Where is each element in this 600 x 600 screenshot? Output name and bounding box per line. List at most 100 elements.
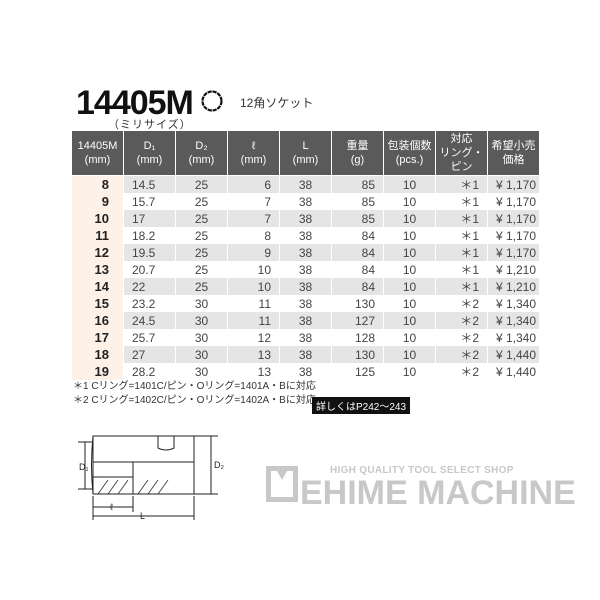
column-header: 重量 (g) [332, 131, 383, 176]
size-cell: 10 [72, 210, 123, 227]
table-header-row: 14405M (mm) D₁ (mm) D₂ (mm) ℓ (mm) L (mm) 重量 (g) 包装個… [72, 131, 539, 176]
table-cell: 8 [264, 228, 271, 243]
table-row: 11 18.2 25 8 38 84 10 ＊1 ¥ 1,170 [72, 227, 539, 244]
table-cell: 12 [257, 330, 271, 345]
table-cell: 10 [257, 262, 271, 277]
table-cell: 25.7 [132, 330, 156, 345]
table-row: 18 27 30 13 38 130 10 ＊2 ¥ 1,440 [72, 346, 539, 363]
column-header-line: (mm) [292, 154, 319, 166]
table-cell: ＊2 [436, 312, 487, 329]
column-header: 対応 リング・ピン [436, 131, 487, 176]
table-cell: 11 [258, 296, 271, 311]
table-cell: 30 [176, 346, 227, 363]
table-cell: ＊1 [436, 210, 487, 227]
column-header-line: (mm) [136, 154, 163, 166]
table-cell: 10 [402, 228, 417, 243]
table-cell: 11 [228, 312, 279, 329]
table-cell: 30 [176, 312, 227, 329]
table-cell: 38 [298, 262, 313, 277]
table-cell: 10 [228, 278, 279, 295]
ehime-machine-logo-icon [266, 466, 298, 502]
table-cell: ＊1 [436, 278, 487, 295]
column-header-line: 対応 [450, 133, 473, 145]
table-cell: ¥ 1,440 [495, 364, 536, 379]
spec-table: 14405M (mm) D₁ (mm) D₂ (mm) ℓ (mm) L (mm) 重量 (g) 包装個… [71, 131, 540, 380]
column-header-line: (mm) [188, 154, 215, 166]
product-subtitle: （ミリサイズ） [108, 119, 192, 131]
table-cell: 25 [176, 244, 227, 261]
table-cell: 30 [194, 364, 209, 379]
table-cell: 38 [280, 346, 331, 363]
socket-diagram: D₁ D₂ ℓ L [78, 435, 224, 520]
table-cell: 22 [124, 278, 175, 295]
table-cell: 128 [354, 330, 375, 345]
table-cell: 28.2 [132, 364, 156, 379]
reference-badge: 詳しくはP242～243 [312, 397, 411, 414]
table-cell: 10 [402, 262, 417, 277]
size-cell: 18 [72, 346, 123, 363]
size-cell: 17 [72, 329, 123, 346]
table-cell: ＊1 [460, 195, 479, 209]
table-cell: ¥ 1,170 [495, 228, 536, 243]
column-header-line: 14405M [77, 140, 118, 152]
table-cell: ＊2 [460, 331, 479, 345]
table-cell: ¥ 1,170 [495, 194, 536, 209]
table-cell: ＊1 [460, 229, 479, 243]
size-cell: 15 [72, 295, 123, 312]
table-cell: 19.5 [124, 244, 175, 261]
column-header-line: 包装個数 [387, 140, 432, 152]
table-cell: 10 [402, 296, 417, 311]
table-cell: 10 [402, 364, 417, 379]
size-cell: 12 [72, 244, 123, 261]
table-row: 8 14.5 25 6 38 85 10 ＊1 ¥ 1,170 [72, 176, 539, 193]
column-header-line: L [302, 140, 309, 152]
logo-tagline: HIGH QUALITY TOOL SELECT SHOP [330, 465, 514, 476]
column-header-line: (g) [350, 154, 365, 166]
table-cell: ¥ 1,340 [488, 312, 539, 329]
column-header-line: (pcs.) [395, 154, 424, 166]
table-cell: 13 [228, 346, 279, 363]
table-cell: ¥ 1,170 [488, 176, 539, 193]
column-header-line: 重量 [346, 140, 369, 152]
column-header-line: D₂ [195, 140, 208, 152]
l-label: ℓ [110, 502, 114, 512]
table-cell: ＊1 [460, 263, 479, 277]
table-cell: ＊1 [436, 244, 487, 261]
table-cell: 38 [298, 296, 313, 311]
table-cell: 38 [298, 194, 313, 209]
table-cell: 30 [194, 330, 209, 345]
size-cell: 16 [72, 312, 123, 329]
table-cell: ＊1 [436, 176, 487, 193]
table-cell: ¥ 1,340 [495, 330, 536, 345]
table-cell: ¥ 1,210 [488, 278, 539, 295]
table-cell: 38 [298, 330, 313, 345]
column-header: 包装個数 (pcs.) [384, 131, 435, 176]
column-header-line: ℓ [251, 140, 256, 152]
d2-label: D₂ [214, 460, 224, 470]
logo-name: EHIME MACHINE [300, 474, 576, 512]
table-cell: 7 [228, 210, 279, 227]
length-label: L [140, 511, 145, 520]
table-row: 17 25.7 30 12 38 128 10 ＊2 ¥ 1,340 [72, 329, 539, 346]
table-cell: 127 [332, 312, 383, 329]
column-header: ℓ (mm) [228, 131, 279, 176]
table-cell: ¥ 1,170 [488, 210, 539, 227]
size-cell: 14 [72, 278, 123, 295]
column-header-line: D₁ [143, 140, 156, 152]
table-cell: 20.7 [132, 262, 156, 277]
table-cell: ¥ 1,340 [495, 296, 536, 311]
table-cell: 38 [280, 176, 331, 193]
12-point-socket-icon [201, 90, 223, 112]
column-header-line: リング・ピン [439, 147, 484, 173]
table-cell: ＊2 [436, 346, 487, 363]
table-cell: 7 [264, 194, 271, 209]
table-cell: 25 [176, 176, 227, 193]
table-row: 14 22 25 10 38 84 10 ＊1 ¥ 1,210 [72, 278, 539, 295]
column-header-line: (mm) [240, 154, 267, 166]
column-header: D₂ (mm) [176, 131, 227, 176]
product-code: 14405M [76, 84, 194, 122]
table-cell: ＊2 [460, 297, 479, 311]
table-cell: 84 [332, 278, 383, 295]
table-cell: 17 [124, 210, 175, 227]
table-row: 9 15.7 25 7 38 85 10 ＊1 ¥ 1,170 [72, 193, 539, 210]
